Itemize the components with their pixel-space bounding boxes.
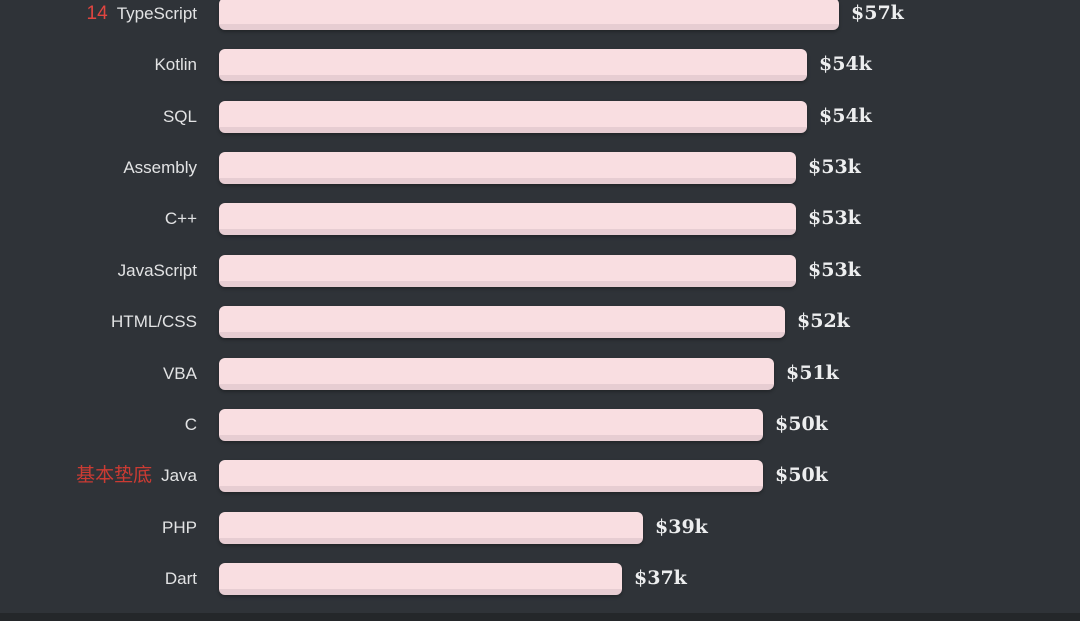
category-label: 14 TypeScript <box>0 1 197 27</box>
category-label-text: VBA <box>162 363 197 383</box>
category-label-text: PHP <box>162 517 197 537</box>
category-label: C <box>0 412 197 438</box>
category-label: 基本垫底 Java <box>0 463 197 489</box>
bar <box>219 49 807 82</box>
bar <box>219 306 785 339</box>
category-label: Assembly <box>0 155 197 181</box>
category-label: JavaScript <box>0 258 197 284</box>
value-label: $54k <box>819 104 872 127</box>
bar <box>219 357 774 390</box>
value-label: $50k <box>775 412 828 435</box>
category-label-text: Assembly <box>123 158 197 178</box>
bar <box>219 254 796 287</box>
category-label-text: Kotlin <box>154 55 197 75</box>
value-label: $50k <box>775 464 828 487</box>
value-label: $37k <box>634 566 687 589</box>
value-label: $39k <box>655 515 708 538</box>
red-annotation: 14 <box>86 3 108 24</box>
category-label-text: Dart <box>164 568 197 588</box>
red-annotation: 基本垫底 <box>76 465 153 487</box>
bar <box>219 460 763 493</box>
bar <box>219 100 807 133</box>
bar <box>219 562 622 595</box>
value-label: $54k <box>819 53 872 76</box>
category-label-text: TypeScript <box>116 4 197 23</box>
category-label: VBA <box>0 361 197 387</box>
value-label: $51k <box>786 361 839 384</box>
category-label-text: JavaScript <box>117 260 197 280</box>
category-label-text: C <box>184 414 197 434</box>
category-label: PHP <box>0 515 197 541</box>
value-label: $53k <box>808 156 861 179</box>
bar <box>219 0 839 30</box>
bar <box>219 203 796 236</box>
bar <box>219 152 796 185</box>
value-label: $52k <box>797 310 850 333</box>
category-label: C++ <box>0 206 197 232</box>
category-label-text: SQL <box>162 106 197 126</box>
category-label: Kotlin <box>0 52 197 78</box>
bottom-strip <box>0 613 1080 621</box>
bar <box>219 408 763 441</box>
category-label-text: HTML/CSS <box>111 312 197 332</box>
category-label: HTML/CSS <box>0 309 197 335</box>
bar <box>219 511 643 544</box>
category-label-text: Java <box>161 466 197 486</box>
category-label: Dart <box>0 566 197 592</box>
category-label-text: C++ <box>164 209 197 229</box>
value-label: $57k <box>851 2 904 24</box>
category-label: SQL <box>0 104 197 130</box>
value-label: $53k <box>808 207 861 230</box>
value-label: $53k <box>808 258 861 281</box>
